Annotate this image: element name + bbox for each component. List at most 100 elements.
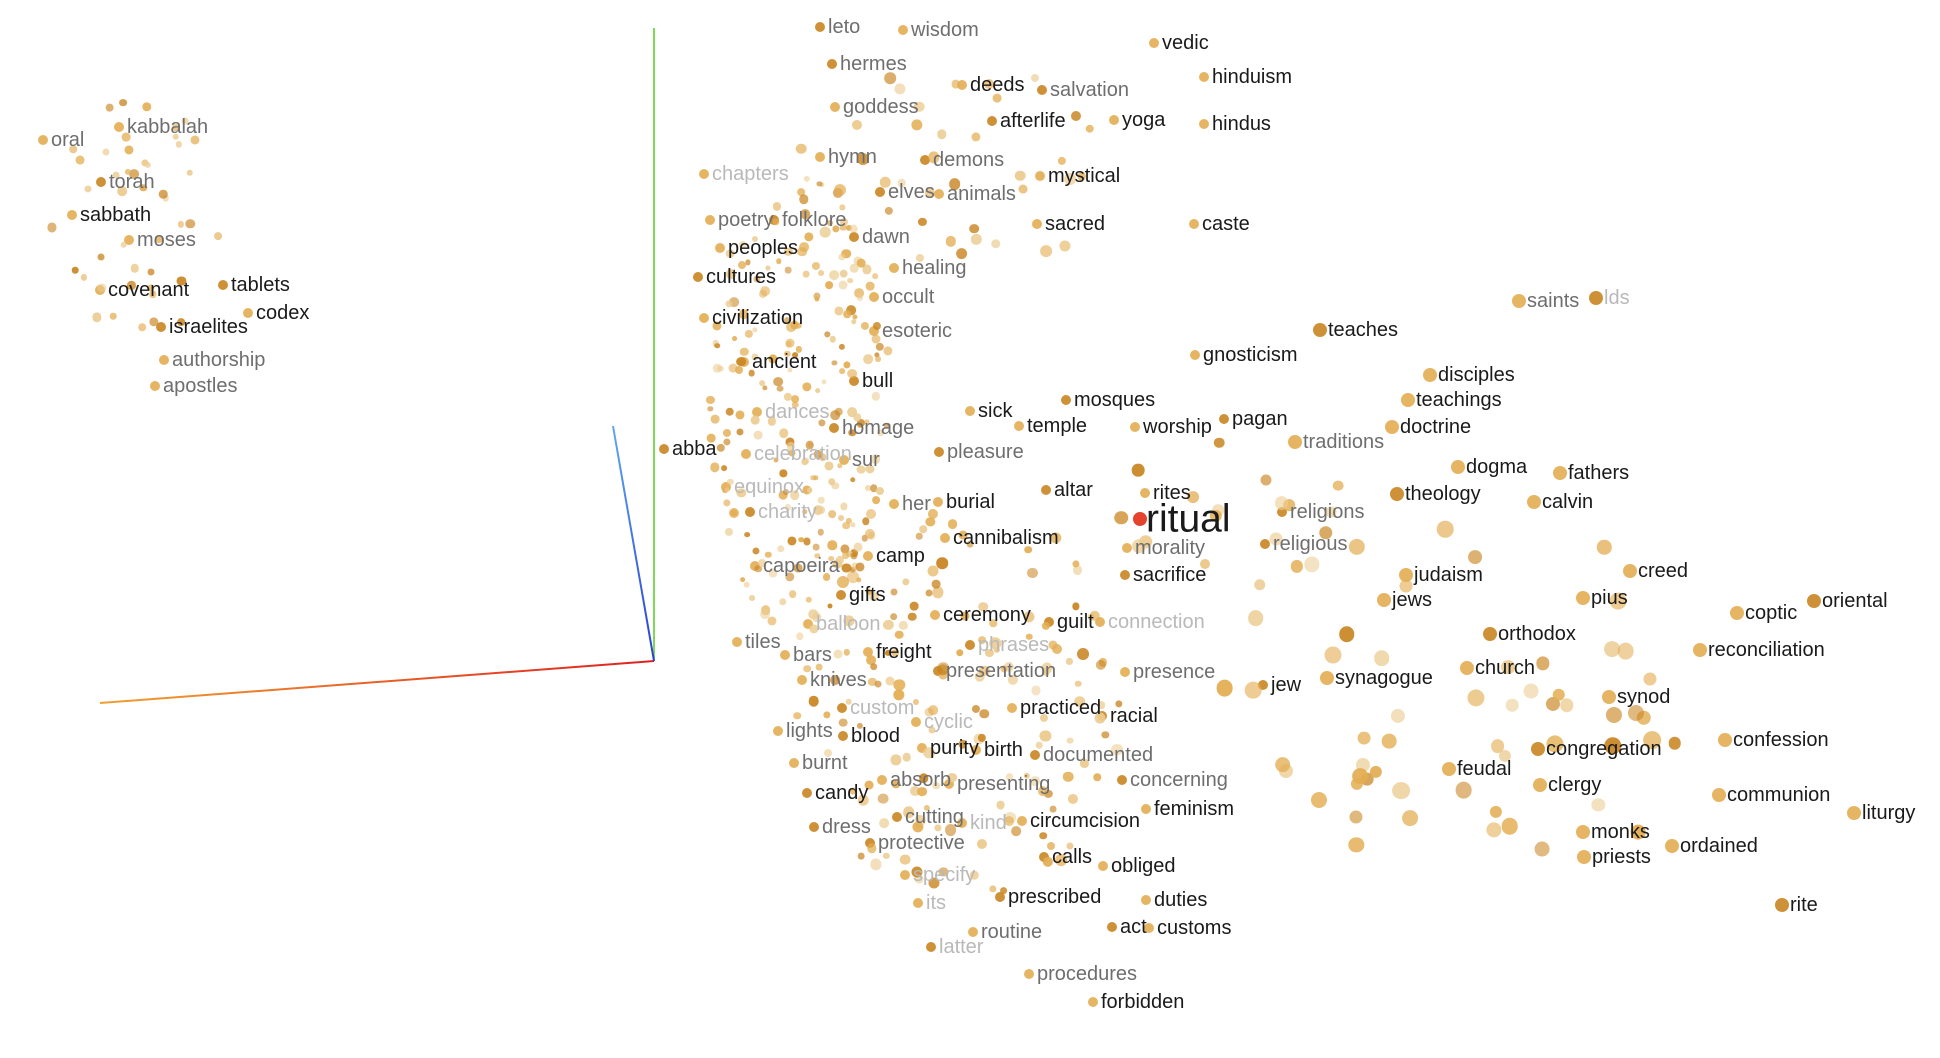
word-label-animals[interactable]: animals xyxy=(947,183,1016,205)
embedding-point[interactable] xyxy=(879,818,890,829)
point-worship[interactable] xyxy=(1130,422,1140,432)
embedding-point[interactable] xyxy=(808,696,820,707)
embedding-point[interactable] xyxy=(864,419,870,425)
word-label-absorb[interactable]: absorb xyxy=(890,769,952,791)
embedding-point[interactable] xyxy=(1274,496,1289,511)
embedding-point[interactable] xyxy=(772,218,780,226)
embedding-point[interactable] xyxy=(1609,592,1627,610)
point-jews[interactable] xyxy=(1377,593,1391,607)
embedding-point[interactable] xyxy=(804,232,814,242)
embedding-point[interactable] xyxy=(1199,559,1210,570)
embedding-point[interactable] xyxy=(856,722,863,729)
embedding-point[interactable] xyxy=(1097,701,1106,710)
point-gifts[interactable] xyxy=(836,590,846,600)
word-label-religions[interactable]: religions xyxy=(1290,501,1365,523)
word-label-dawn[interactable]: dawn xyxy=(862,226,910,248)
point-vedic[interactable] xyxy=(1149,38,1159,48)
point-absorb[interactable] xyxy=(877,775,887,785)
embedding-point[interactable] xyxy=(991,239,1001,249)
embedding-point[interactable] xyxy=(992,93,1002,103)
embedding-point[interactable] xyxy=(829,270,840,281)
embedding-point[interactable] xyxy=(816,181,822,187)
point-esoteric[interactable] xyxy=(869,326,879,336)
embedding-point[interactable] xyxy=(937,664,949,676)
word-label-presentation[interactable]: presentation xyxy=(946,660,1057,682)
embedding-point[interactable] xyxy=(1467,689,1485,707)
embedding-point[interactable] xyxy=(850,319,857,325)
point-purity[interactable] xyxy=(917,743,927,753)
embedding-point[interactable] xyxy=(176,276,187,286)
embedding-point[interactable] xyxy=(1216,679,1233,697)
embedding-point[interactable] xyxy=(729,508,740,519)
embedding-point[interactable] xyxy=(869,591,880,602)
word-label-morality[interactable]: morality xyxy=(1135,537,1206,559)
word-label-israelites[interactable]: israelites xyxy=(169,316,248,338)
embedding-point[interactable] xyxy=(1039,730,1051,742)
embedding-point[interactable] xyxy=(707,405,713,412)
embedding-point[interactable] xyxy=(852,314,858,320)
word-label-sur[interactable]: sur xyxy=(852,449,880,471)
embedding-point[interactable] xyxy=(818,270,825,277)
embedding-point[interactable] xyxy=(1059,240,1071,252)
point-traditions[interactable] xyxy=(1288,435,1302,449)
embedding-point[interactable] xyxy=(915,815,927,826)
embedding-point[interactable] xyxy=(849,522,856,528)
embedding-point[interactable] xyxy=(71,266,79,274)
word-label-temple[interactable]: temple xyxy=(1027,415,1088,437)
embedding-point[interactable] xyxy=(734,366,743,375)
embedding-point[interactable] xyxy=(836,463,843,469)
embedding-point[interactable] xyxy=(119,98,128,107)
word-label-priests[interactable]: priests xyxy=(1592,846,1651,868)
embedding-point[interactable] xyxy=(813,292,821,300)
word-label-religious[interactable]: religious xyxy=(1273,533,1348,555)
embedding-point[interactable] xyxy=(971,705,980,714)
point-apostles[interactable] xyxy=(150,381,160,391)
embedding-point[interactable] xyxy=(818,181,825,188)
word-label-dress[interactable]: dress xyxy=(822,816,871,838)
embedding-point[interactable] xyxy=(1333,480,1344,492)
embedding-point[interactable] xyxy=(891,779,901,789)
embedding-point[interactable] xyxy=(736,487,747,498)
embedding-point[interactable] xyxy=(824,331,830,338)
point-circumcision[interactable] xyxy=(1017,816,1027,826)
word-label-confession[interactable]: confession xyxy=(1733,729,1829,751)
embedding-point[interactable] xyxy=(1628,704,1645,721)
embedding-point[interactable] xyxy=(818,418,826,427)
point-customs[interactable] xyxy=(1144,923,1154,933)
point-act[interactable] xyxy=(1107,922,1117,932)
embedding-point[interactable] xyxy=(797,188,806,196)
embedding-point[interactable] xyxy=(927,508,938,519)
embedding-point[interactable] xyxy=(866,508,877,519)
embedding-point[interactable] xyxy=(731,335,738,342)
embedding-point[interactable] xyxy=(177,221,185,228)
point-teachings[interactable] xyxy=(1401,393,1415,407)
word-label-dogma[interactable]: dogma xyxy=(1466,456,1528,478)
point-hermes[interactable] xyxy=(827,59,837,69)
embedding-point[interactable] xyxy=(813,450,822,459)
word-label-pleasure[interactable]: pleasure xyxy=(947,441,1024,463)
embedding-point[interactable] xyxy=(855,577,862,583)
embedding-point[interactable] xyxy=(875,355,882,362)
word-label-kabbalah[interactable]: kabbalah xyxy=(127,116,209,138)
word-label-sacred[interactable]: sacred xyxy=(1045,213,1106,235)
point-celebration[interactable] xyxy=(741,449,751,459)
embedding-point[interactable] xyxy=(105,103,114,113)
embedding-point[interactable] xyxy=(1283,499,1295,512)
word-label-sacrifice[interactable]: sacrifice xyxy=(1133,564,1207,586)
embedding-point[interactable] xyxy=(97,253,105,261)
embedding-point[interactable] xyxy=(155,235,164,243)
embedding-point[interactable] xyxy=(971,234,982,245)
point-church[interactable] xyxy=(1460,661,1474,675)
embedding-point[interactable] xyxy=(845,517,853,525)
embedding-point[interactable] xyxy=(1037,786,1048,797)
embedding-point[interactable] xyxy=(782,488,789,495)
embedding-point[interactable] xyxy=(1051,644,1062,655)
embedding-point[interactable] xyxy=(856,258,866,268)
embedding-point[interactable] xyxy=(765,551,772,559)
embedding-point[interactable] xyxy=(1004,661,1015,672)
point-lds[interactable] xyxy=(1589,291,1603,305)
embedding-point[interactable] xyxy=(102,148,110,156)
embedding-point[interactable] xyxy=(1597,540,1612,555)
point-altar[interactable] xyxy=(1041,485,1051,495)
